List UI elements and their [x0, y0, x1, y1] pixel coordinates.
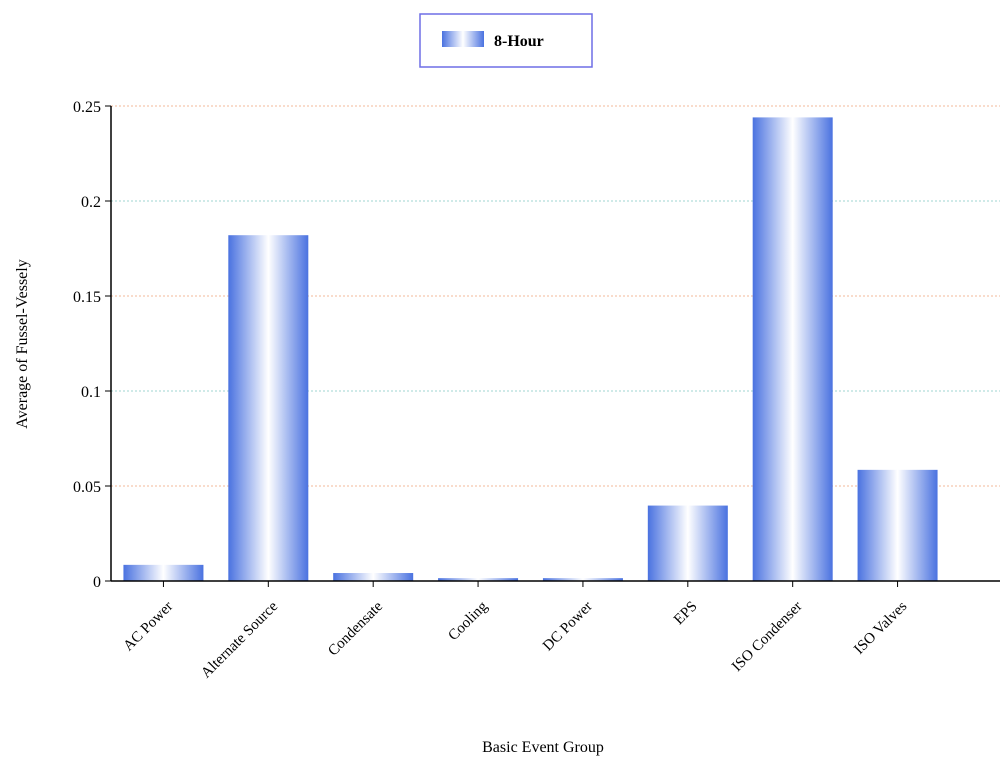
bar	[752, 117, 833, 582]
x-tick-label: EPS	[671, 599, 701, 629]
bar	[228, 235, 309, 581]
bar	[333, 573, 414, 581]
y-tick-label: 0.25	[73, 99, 101, 116]
legend: 8-Hour	[419, 13, 593, 68]
bar	[438, 578, 519, 581]
x-tick-label: AC Power	[120, 599, 176, 655]
bar	[857, 469, 938, 581]
x-axis-title: Basic Event Group	[482, 739, 604, 756]
y-tick-label: 0.2	[81, 194, 101, 211]
y-tick-labels: 0 0.05 0.1 0.15 0.2 0.25	[73, 99, 101, 591]
x-tick-label: ISO Valves	[851, 598, 910, 657]
y-tick-label: 0.1	[81, 384, 101, 401]
bar	[542, 578, 623, 581]
bar	[123, 564, 204, 581]
axes	[105, 105, 1000, 587]
x-tick-label: ISO Condenser	[729, 599, 805, 675]
x-tick-label: Alternate Source	[198, 598, 281, 681]
y-tick-label: 0.05	[73, 479, 101, 496]
x-tick-label: Cooling	[445, 598, 491, 644]
y-tick-label: 0.15	[73, 289, 101, 306]
bar	[647, 505, 728, 581]
bars	[123, 117, 938, 582]
y-tick-label: 0	[93, 574, 101, 591]
y-axis-title: Average of Fussel-Vessely	[14, 259, 31, 428]
x-tick-labels: AC Power Alternate Source Condensate Coolin…	[120, 598, 910, 681]
legend-swatch	[442, 31, 484, 47]
legend-label: 8-Hour	[494, 33, 544, 50]
x-tick-label: DC Power	[540, 599, 596, 655]
x-tick-label: Condensate	[325, 598, 386, 659]
